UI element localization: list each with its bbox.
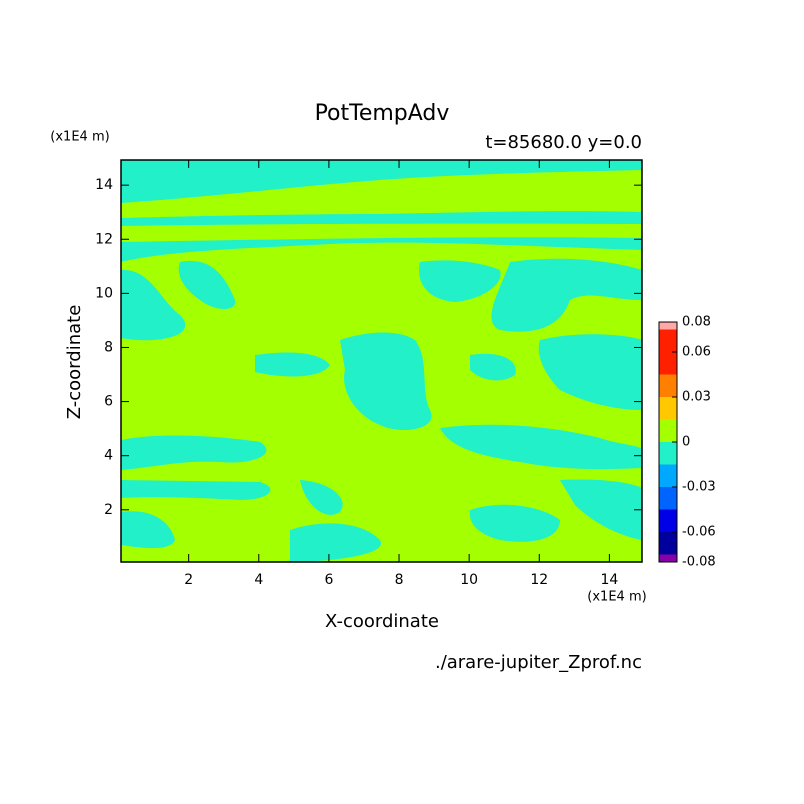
colorbar-band: [659, 322, 677, 330]
contour-region: [121, 170, 642, 218]
y-tick-label: 8: [104, 339, 113, 355]
colorbar-tick-label: -0.03: [682, 480, 716, 495]
colorbar-tick-label: 0.06: [682, 345, 711, 360]
contour-region: [440, 424, 642, 470]
chart-subtitle: t=85680.0 y=0.0: [485, 132, 642, 153]
x-tick-label: 14: [600, 572, 618, 588]
chart-title: PotTempAdv: [315, 101, 450, 126]
contour-region: [121, 511, 175, 549]
source-file: ./arare-jupiter_Zprof.nc: [435, 652, 642, 673]
x-tick-label: 8: [395, 572, 404, 588]
contour-region: [560, 479, 642, 540]
colorbar-tick-label: 0: [682, 435, 690, 450]
contour-region: [121, 480, 271, 500]
colorbar-band: [659, 419, 677, 442]
y-tick-label: 14: [95, 177, 113, 193]
y-axis-label: Z-coordinate: [64, 305, 85, 420]
colorbar-band: [659, 487, 677, 510]
colorbar-band: [659, 442, 677, 465]
contour-region: [121, 269, 186, 341]
x-tick-label: 4: [254, 572, 263, 588]
y-unit: (x1E4 m): [50, 130, 109, 145]
contour-region: [290, 523, 382, 562]
plot-frame: [120, 159, 643, 563]
colorbar-tick-label: 0.08: [682, 315, 711, 330]
contour-field: [121, 160, 642, 562]
x-tick-label: 2: [184, 572, 193, 588]
contour-region: [419, 260, 501, 302]
colorbar-band: [659, 554, 677, 562]
x-tick-label: 6: [324, 572, 333, 588]
x-tick-label: 10: [460, 572, 478, 588]
contour-region: [470, 353, 516, 381]
contour-region: [121, 223, 642, 242]
colorbar-band: [659, 532, 677, 555]
contour-region: [255, 352, 330, 377]
colorbar-band: [659, 509, 677, 532]
contour-region: [300, 480, 343, 515]
colorbar-tick-label: -0.06: [682, 525, 716, 540]
x-tick-label: 12: [530, 572, 548, 588]
y-tick-label: 2: [104, 502, 113, 518]
y-tick-label: 6: [104, 394, 113, 410]
colorbar-band: [659, 464, 677, 487]
x-unit: (x1E4 m): [587, 590, 646, 605]
y-tick-label: 4: [104, 448, 113, 464]
y-tick-label: 10: [95, 285, 113, 301]
colorbar: [659, 322, 677, 562]
colorbar-band: [659, 374, 677, 397]
colorbar-band: [659, 397, 677, 420]
contour-region: [340, 332, 432, 430]
x-axis-label: X-coordinate: [325, 611, 439, 632]
colorbar-tick-label: -0.08: [682, 555, 716, 570]
y-tick-label: 12: [95, 231, 113, 247]
contour-region: [491, 258, 642, 332]
colorbar-band: [659, 329, 677, 375]
contour-region: [178, 260, 236, 309]
contour-region: [469, 504, 560, 542]
colorbar-tick-label: 0.03: [682, 390, 711, 405]
contour-region: [538, 334, 642, 410]
contour-region: [121, 435, 267, 470]
